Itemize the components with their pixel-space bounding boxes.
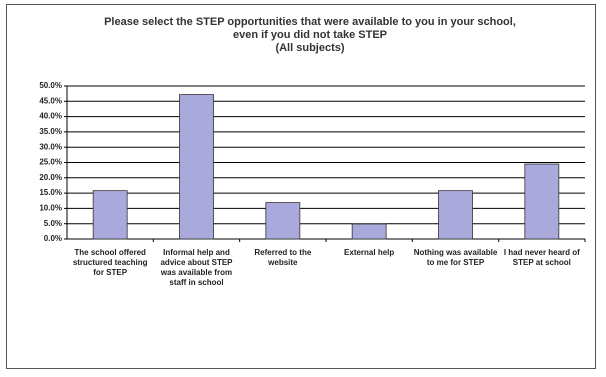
y-tick-label: 35.0% (39, 127, 62, 136)
y-tick-label: 0.0% (44, 234, 62, 243)
bar (438, 190, 473, 240)
chart-frame (6, 4, 596, 369)
y-tick-label: 40.0% (39, 112, 62, 121)
x-tick-label: Nothing was available to me for STEP (413, 248, 498, 267)
x-tick-label: The school offered structured teaching f… (72, 248, 148, 277)
y-tick-label: 20.0% (39, 173, 62, 182)
x-tick-label: Referred to the website (254, 248, 312, 267)
y-tick-label: 50.0% (39, 81, 62, 90)
bar (92, 190, 128, 240)
bar (265, 202, 301, 240)
bar (524, 163, 560, 240)
x-tick-label: External help (344, 248, 395, 257)
x-tick-label: I had never heard of STEP at school (503, 248, 580, 267)
chart-title: Please select the STEP opportunities tha… (104, 16, 516, 54)
y-tick-label: 30.0% (39, 142, 62, 151)
y-tick-label: 25.0% (39, 158, 62, 167)
bar (179, 94, 214, 240)
bar (351, 223, 387, 240)
y-tick-label: 15.0% (39, 188, 62, 197)
y-tick-label: 45.0% (39, 96, 62, 105)
y-tick-label: 5.0% (44, 219, 62, 228)
x-tick-label: Informal help and advice about STEP was … (160, 248, 233, 287)
y-tick-label: 10.0% (39, 204, 62, 213)
